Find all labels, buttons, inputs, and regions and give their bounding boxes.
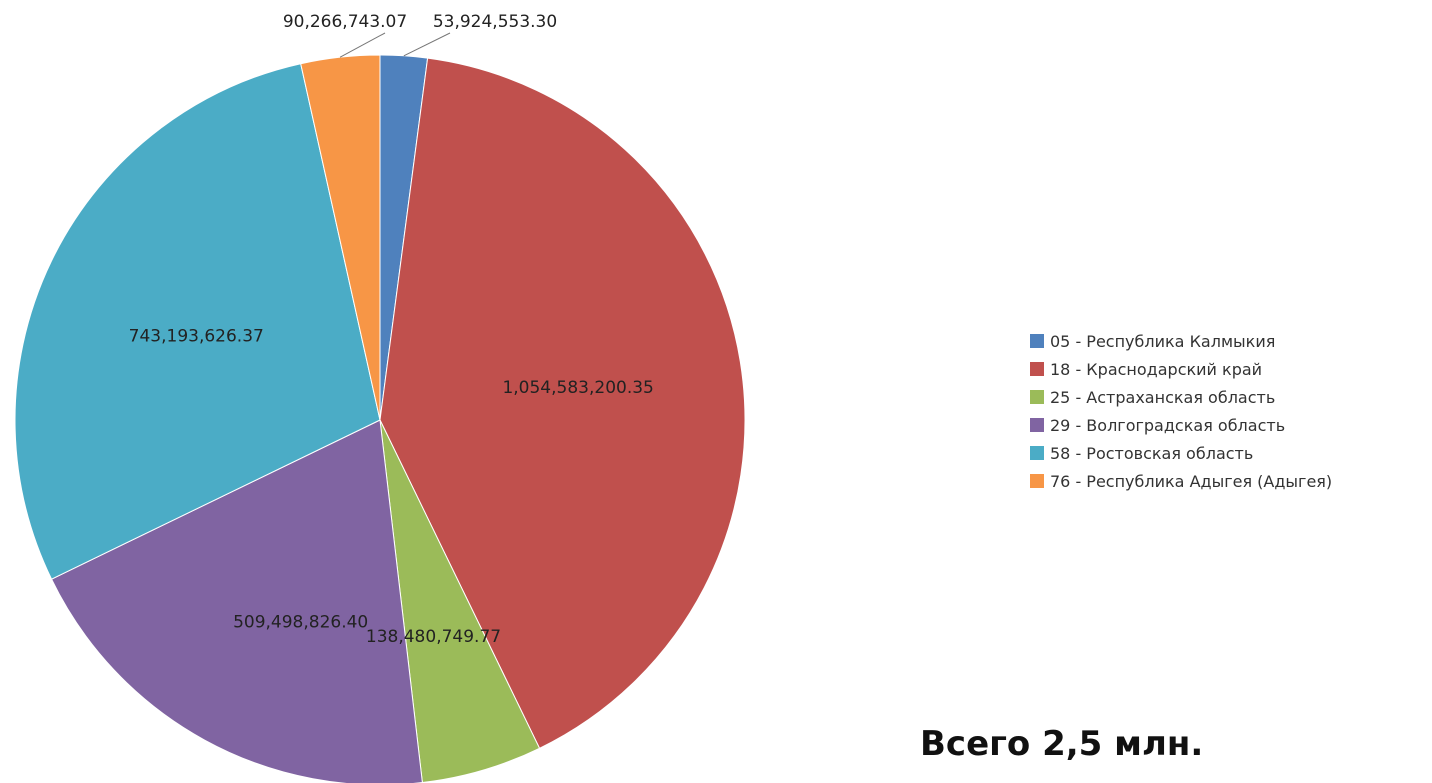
leader-lines (339, 32, 451, 58)
legend-label: 58 - Ростовская область (1050, 443, 1254, 463)
legend-item-2: 18 - Краснодарский край (1030, 355, 1332, 383)
data-labels: 53,924,553.30 1,054,583,200.35 138,480,749… (129, 12, 654, 647)
leader-line-6 (339, 32, 386, 58)
pie-slice-5 (14, 63, 381, 580)
legend-swatch (1030, 334, 1044, 348)
legend-item-6: 76 - Республика Адыгея (Адыгея) (1030, 467, 1332, 495)
legend-item-5: 58 - Ростовская область (1030, 439, 1332, 467)
pie-slice-6 (300, 54, 381, 421)
pie-slices (14, 54, 746, 783)
legend-swatch (1030, 474, 1044, 488)
legend-item-1: 05 - Республика Калмыкия (1030, 327, 1332, 355)
total-annotation: Всего 2,5 млн. (920, 724, 1204, 764)
legend-label: 05 - Республика Калмыкия (1050, 331, 1276, 351)
data-label-6: 90,266,743.07 (283, 12, 407, 32)
data-label-4: 509,498,826.40 (233, 613, 368, 633)
pie-slice-4 (50, 419, 423, 783)
leader-line-1 (403, 32, 451, 57)
data-label-2: 1,054,583,200.35 (502, 378, 653, 398)
legend-label: 18 - Краснодарский край (1050, 359, 1263, 379)
legend-label: 76 - Республика Адыгея (Адыгея) (1050, 471, 1333, 491)
legend-item-4: 29 - Волгоградская область (1030, 411, 1332, 439)
data-label-5: 743,193,626.37 (129, 327, 264, 347)
data-label-1: 53,924,553.30 (433, 12, 557, 32)
legend-item-3: 25 - Астраханская область (1030, 383, 1332, 411)
legend-label: 29 - Волгоградская область (1050, 415, 1286, 435)
legend-label: 25 - Астраханская область (1050, 387, 1276, 407)
pie-slice-2 (379, 57, 746, 749)
legend-swatch (1030, 418, 1044, 432)
legend-swatch (1030, 446, 1044, 460)
data-label-3: 138,480,749.77 (366, 627, 501, 647)
chart-legend: 05 - Республика Калмыкия 18 - Краснодарск… (1030, 327, 1332, 495)
legend-swatch (1030, 390, 1044, 404)
legend-swatch (1030, 362, 1044, 376)
